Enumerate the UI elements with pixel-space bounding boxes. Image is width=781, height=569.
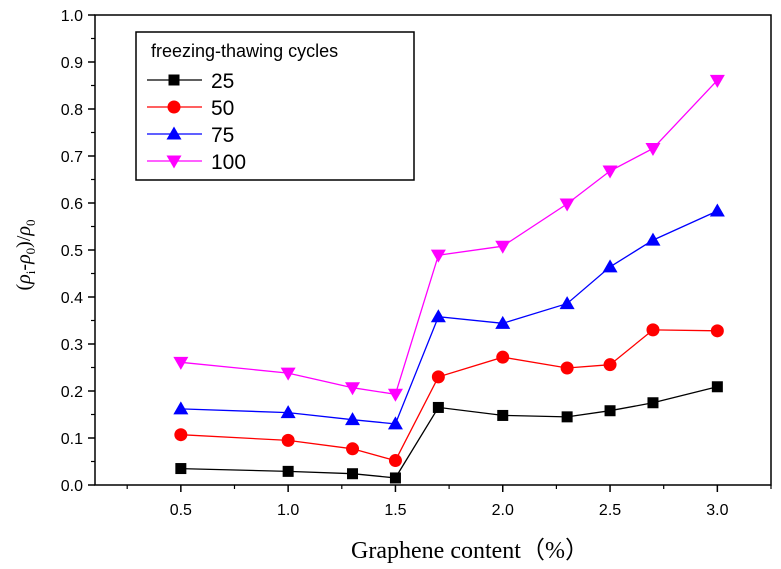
y-tick-label: 0.7 xyxy=(61,149,83,166)
y-tick-label: 0.0 xyxy=(61,478,83,495)
data-point xyxy=(645,232,661,246)
legend-label: 100 xyxy=(211,151,246,174)
legend-label: 25 xyxy=(211,70,234,93)
data-point xyxy=(432,401,444,413)
data-point xyxy=(345,382,361,396)
data-point xyxy=(709,203,725,217)
x-tick-label: 2.0 xyxy=(492,502,514,519)
x-tick-label: 3.0 xyxy=(706,502,728,519)
y-tick-label: 0.2 xyxy=(61,384,83,401)
legend-item-75: 75 xyxy=(147,124,234,147)
data-point xyxy=(430,309,446,323)
data-point xyxy=(175,463,187,475)
data-point xyxy=(173,401,189,415)
data-point xyxy=(709,74,725,88)
data-point xyxy=(559,198,575,212)
legend-item-100: 100 xyxy=(147,151,246,174)
data-point xyxy=(346,442,360,456)
data-point xyxy=(646,323,660,337)
y-axis-title: (ρi-ρ0)/ρ0 xyxy=(13,219,38,290)
series-line-75 xyxy=(180,210,718,425)
data-point xyxy=(561,411,573,423)
data-point xyxy=(345,412,361,426)
data-point xyxy=(282,465,294,477)
y-tick-label: 0.6 xyxy=(61,196,83,213)
legend-item-25: 25 xyxy=(147,70,234,93)
data-point xyxy=(602,259,618,273)
y-tick-label: 0.3 xyxy=(61,337,83,354)
y-tick-label: 0.5 xyxy=(61,243,83,260)
series-line-25 xyxy=(180,386,718,479)
x-tick-label: 1.0 xyxy=(277,502,299,519)
data-point xyxy=(710,324,724,338)
data-point xyxy=(496,350,510,364)
x-tick-label: 2.5 xyxy=(599,502,621,519)
data-point xyxy=(495,315,511,329)
y-tick-label: 1.0 xyxy=(61,8,83,25)
series-100 xyxy=(173,74,725,402)
series-25 xyxy=(175,381,723,484)
data-point xyxy=(166,126,182,140)
data-point xyxy=(167,100,181,114)
data-point xyxy=(174,428,188,442)
x-tick-label: 1.5 xyxy=(384,502,406,519)
data-point xyxy=(604,405,616,417)
data-point xyxy=(389,472,401,484)
data-point xyxy=(280,405,296,419)
data-point xyxy=(173,356,189,370)
y-tick-label: 0.1 xyxy=(61,431,83,448)
legend-box xyxy=(135,31,415,181)
data-point xyxy=(495,240,511,254)
data-point xyxy=(603,358,617,372)
data-point xyxy=(430,249,446,263)
legend-label: 50 xyxy=(211,97,234,120)
legend-item-50: 50 xyxy=(147,97,234,120)
data-point xyxy=(602,165,618,179)
series-line-100 xyxy=(180,79,718,396)
data-point xyxy=(647,397,659,409)
legend-title: freezing-thawing cycles xyxy=(151,41,338,61)
series-line-50 xyxy=(180,329,718,462)
data-point xyxy=(560,361,574,375)
data-point xyxy=(431,370,445,384)
data-point xyxy=(168,74,180,86)
data-point xyxy=(387,388,403,402)
data-point xyxy=(388,454,402,468)
data-point xyxy=(347,468,359,480)
y-tick-label: 0.9 xyxy=(61,55,83,72)
data-point xyxy=(559,296,575,310)
series-50 xyxy=(174,323,724,468)
x-tick-label: 0.5 xyxy=(170,502,192,519)
y-tick-label: 0.4 xyxy=(61,290,83,307)
axes: 0.0 0.1 0.2 0.3 0.4 0.5 0.6 0.7 0.8 0.9 1.0 0.5 1.0 1… xyxy=(61,8,772,519)
legend: freezing-thawing cycles 25 50 75 100 xyxy=(135,31,415,181)
data-point xyxy=(280,367,296,381)
legend-label: 75 xyxy=(211,124,234,147)
data-point xyxy=(645,142,661,156)
data-point xyxy=(497,409,509,421)
series-layer xyxy=(173,74,725,484)
data-point xyxy=(711,381,723,393)
series-75 xyxy=(173,203,725,430)
data-point xyxy=(166,155,182,169)
data-point xyxy=(387,416,403,430)
x-axis-title: Graphene content（%） xyxy=(351,538,589,564)
data-point xyxy=(281,433,295,447)
y-tick-label: 0.8 xyxy=(61,102,83,119)
